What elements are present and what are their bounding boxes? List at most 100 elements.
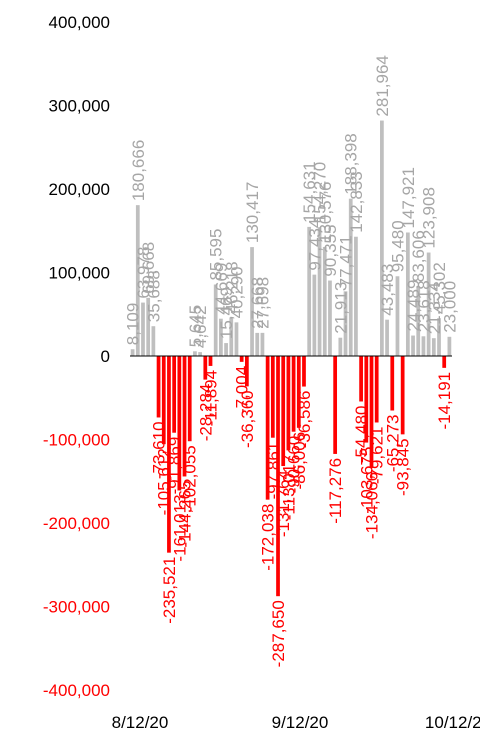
bar [177,356,182,491]
bar [208,356,213,366]
data-label: 85,595 [207,229,226,281]
bar [151,326,156,356]
data-label: 46,218 [222,261,241,313]
bar [364,356,369,443]
data-label: -65,273 [383,415,402,473]
data-label: 40,290 [227,266,246,318]
data-label: -73,610 [150,421,169,479]
bar [405,232,410,356]
data-label: -117,276 [326,458,345,524]
data-label: -161,013 [170,494,189,561]
x-tick-label: 8/12/20 [112,713,169,732]
bar [255,332,260,356]
bar [374,356,379,423]
data-label: 130,417 [243,182,262,243]
bar [161,356,166,445]
data-label: -91,869 [165,437,184,495]
y-tick-label: -300,000 [43,598,110,617]
bar [146,297,151,356]
data-label: 21,334 [425,282,444,334]
bar [141,302,145,356]
bar [250,247,254,356]
bar [333,356,338,454]
data-label: -113,017 [279,454,298,520]
data-label: 97,434 [305,219,324,271]
bar [322,246,327,356]
x-tick-label: 10/12/20 [425,713,480,732]
bar [281,356,286,467]
y-tick-label: 200,000 [49,180,110,199]
data-label: -287,650 [269,600,288,667]
data-label: 4,642 [191,306,210,349]
data-label: -102,055 [181,445,200,512]
data-label: -86,006 [290,432,309,490]
data-label: -54,480 [352,405,371,463]
bar [400,356,405,435]
bar [219,318,223,356]
bar [244,356,249,387]
bar [385,319,389,356]
bar [416,286,421,356]
bar [312,274,317,356]
y-tick-label: -100,000 [43,431,110,450]
x-tick-label: 9/12/20 [272,713,329,732]
bar [307,226,312,356]
bar [239,356,244,362]
data-label: 35,688 [144,270,163,322]
bar [156,356,161,418]
data-label: 83,606 [409,230,428,282]
data-label: -7,004 [233,366,252,414]
data-label: 188,398 [342,133,361,194]
bar [431,338,436,356]
bar [182,356,187,477]
bar [265,356,270,500]
bar [390,356,395,411]
bar [369,356,374,468]
bar [447,336,452,356]
data-label: 27,668 [248,277,267,329]
bar [291,356,296,432]
bar [167,356,171,553]
data-label: 44,669 [212,263,231,315]
data-label: -97,861 [264,442,283,500]
data-label: -36,586 [295,391,314,449]
bar [426,252,431,356]
bar [172,356,177,433]
data-label: 180,666 [129,140,148,201]
bar [187,356,192,442]
data-label: 63,978 [134,247,153,299]
bar [234,322,239,356]
bar [260,332,265,356]
y-tick-label: 400,000 [49,13,110,32]
data-label: 23,618 [414,280,433,332]
data-label: -11,894 [202,370,221,426]
data-label: 8,109 [124,303,143,346]
bar [213,284,218,356]
bar [270,356,275,438]
data-label: 69,668 [139,242,158,294]
data-label: 142,833 [347,171,366,232]
bar [193,351,197,356]
bar [354,236,358,356]
data-label: -36,360 [238,390,257,448]
data-label: 90,355 [321,225,340,277]
data-label: -79,621 [368,426,387,484]
data-label: 154,270 [311,162,330,223]
bar [317,227,322,356]
y-tick-label: -400,000 [43,681,110,700]
bar [296,356,301,428]
bar [348,198,353,356]
data-label: 77,471 [337,235,356,287]
bar [135,205,140,356]
data-label: -131,764 [274,470,293,537]
bar [343,291,348,356]
bar [380,120,384,356]
bar [203,356,208,380]
data-label: 147,921 [399,167,418,228]
data-label: 27,698 [253,277,272,329]
data-label: -144,265 [176,480,195,547]
bar [328,280,332,356]
data-label: 95,480 [388,220,407,272]
data-label: 281,964 [373,55,392,116]
data-label: 15,469 [217,287,236,339]
